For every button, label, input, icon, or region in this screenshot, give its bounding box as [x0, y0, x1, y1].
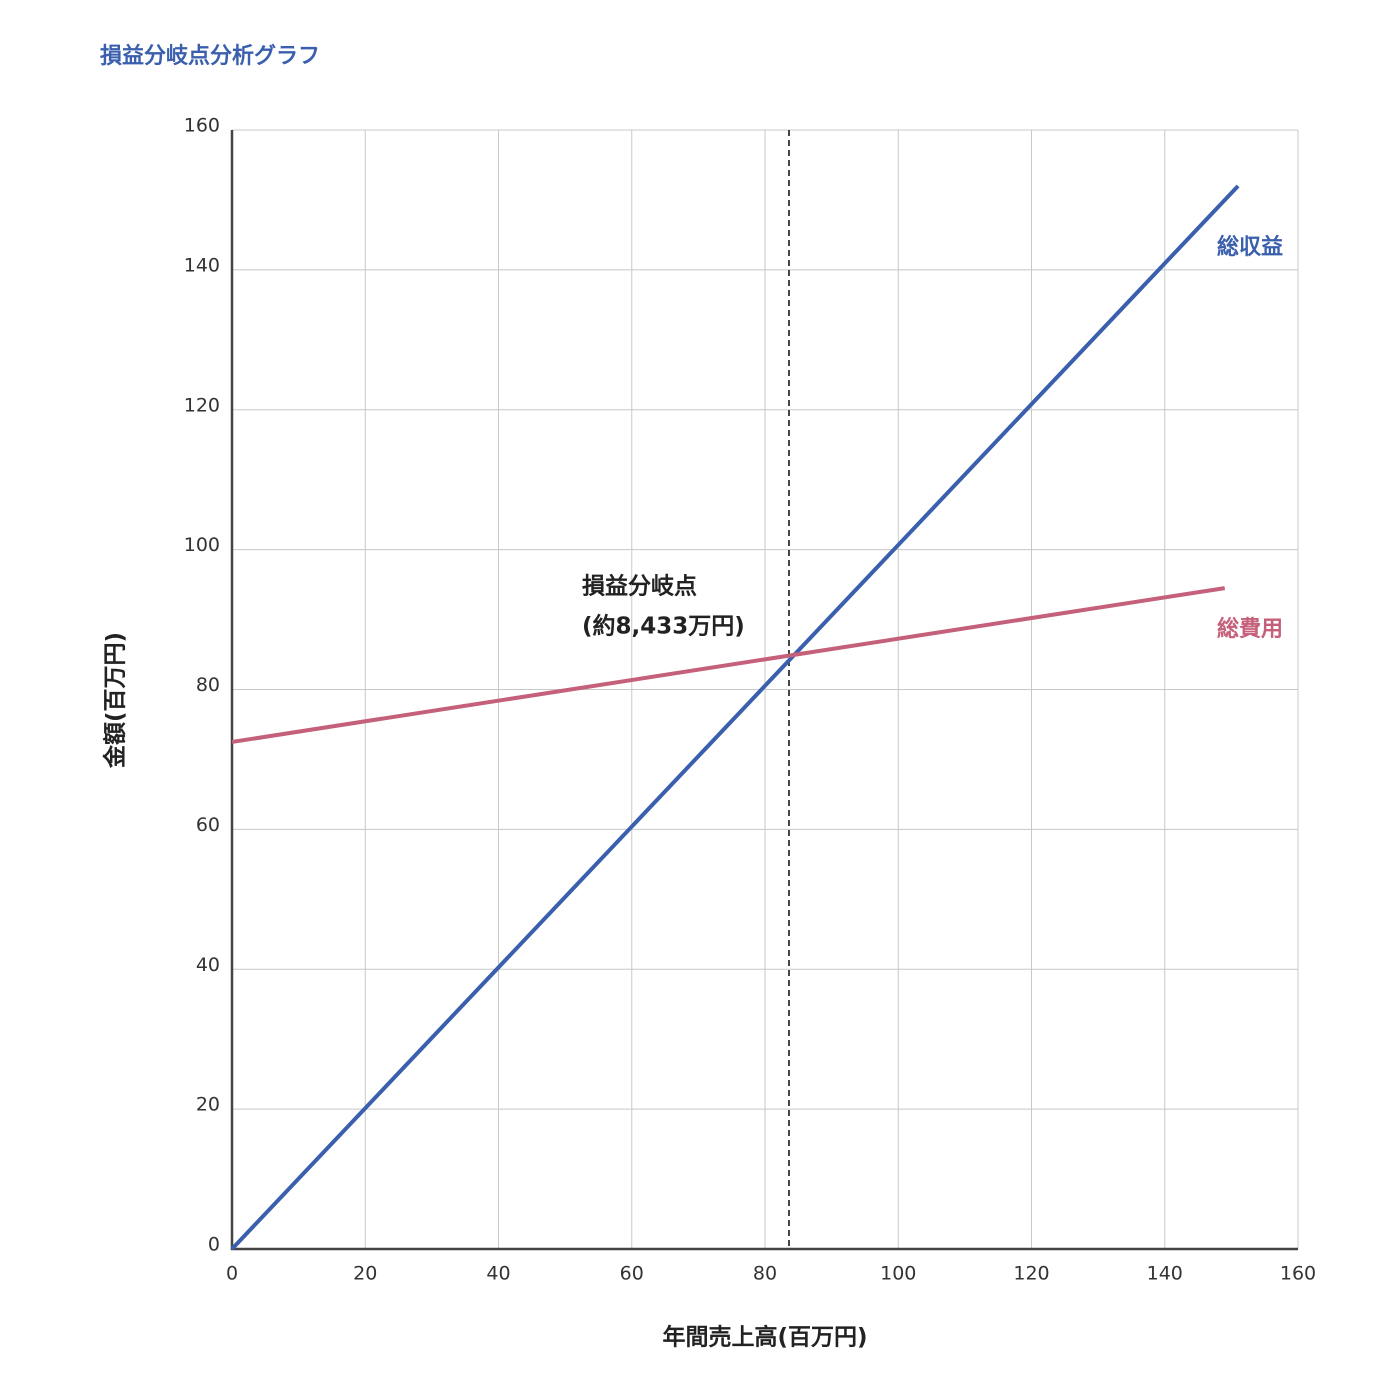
y-tick-label: 40	[196, 954, 220, 976]
y-tick-label: 140	[184, 254, 220, 276]
x-tick-label: 60	[620, 1263, 644, 1285]
x-tick-label: 160	[1280, 1263, 1316, 1285]
y-tick-label: 0	[208, 1234, 220, 1256]
x-tick-label: 100	[880, 1263, 916, 1285]
x-tick-label: 140	[1147, 1263, 1183, 1285]
y-tick-label: 100	[184, 534, 220, 556]
x-tick-label: 120	[1013, 1263, 1049, 1285]
y-tick-label: 120	[184, 394, 220, 416]
x-tick-label: 40	[486, 1263, 510, 1285]
x-tick-label: 20	[353, 1263, 377, 1285]
x-axis-title: 年間売上高(百万円)	[662, 1324, 867, 1351]
series-label: 総収益	[1217, 234, 1283, 260]
annotation-text: (約8,433万円)	[582, 613, 745, 640]
y-tick-label: 20	[196, 1094, 220, 1116]
series-line	[231, 586, 1226, 744]
y-axis-title: 金額(百万円)	[102, 632, 129, 769]
y-tick-label: 160	[184, 115, 220, 137]
x-tick-label: 80	[753, 1263, 777, 1285]
chart-title: 損益分岐点分析グラフ	[100, 43, 320, 69]
x-tick-label: 0	[226, 1263, 238, 1285]
series-line	[230, 184, 1240, 1251]
series-label: 総費用	[1217, 616, 1283, 642]
y-tick-label: 80	[196, 674, 220, 696]
annotation-text: 損益分岐点	[582, 573, 697, 600]
y-tick-label: 60	[196, 814, 220, 836]
